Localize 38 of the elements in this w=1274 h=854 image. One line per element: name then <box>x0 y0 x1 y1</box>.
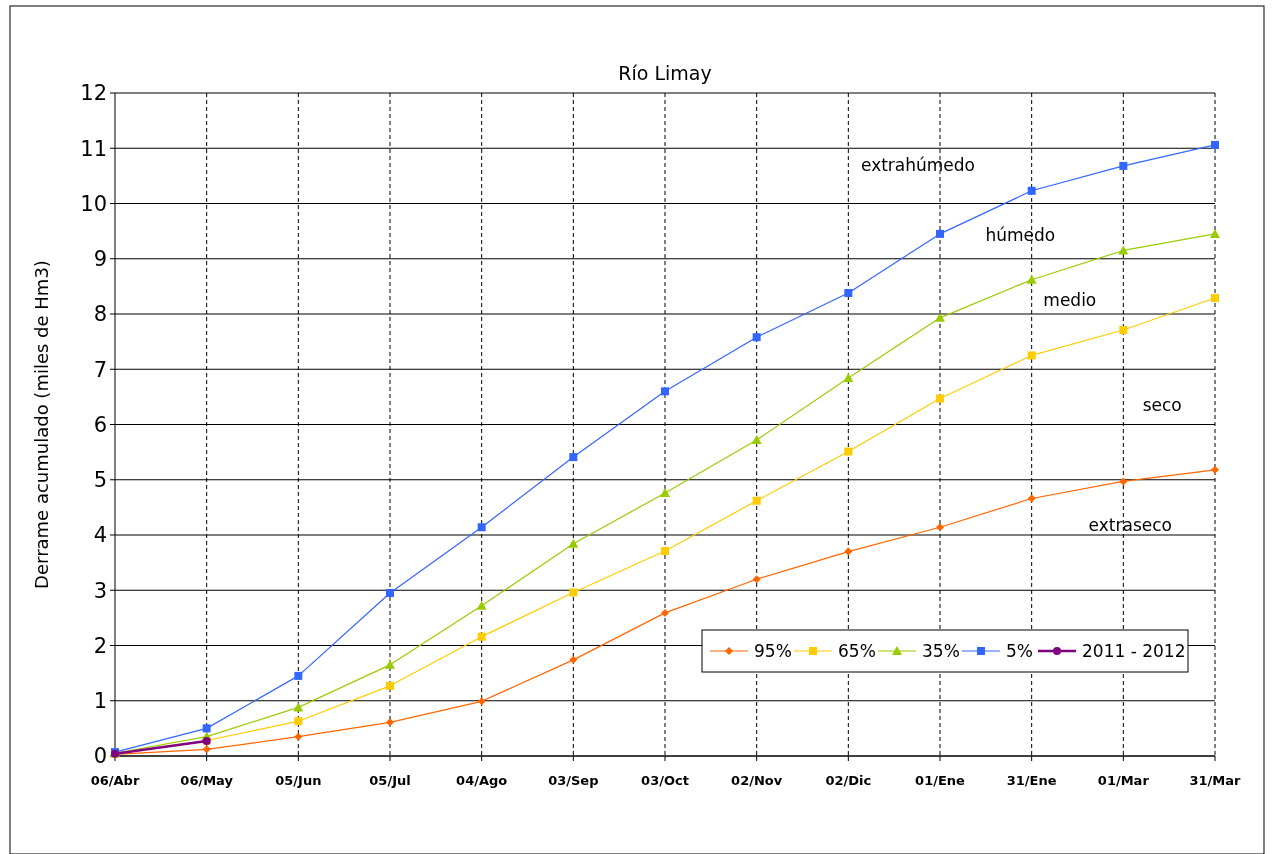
chart-title: Río Limay <box>618 62 712 84</box>
y-tick-label: 2 <box>93 633 107 658</box>
y-tick-label: 11 <box>80 136 107 161</box>
x-tick-label: 02/Dic <box>825 773 872 788</box>
x-tick-label: 31/Ene <box>1006 773 1057 788</box>
y-tick-label: 5 <box>93 468 107 493</box>
annotation: seco <box>1142 395 1182 416</box>
y-tick-label: 7 <box>93 357 107 382</box>
legend-label: 2011 - 2012 <box>1082 640 1186 661</box>
annotation: extrahúmedo <box>860 155 976 176</box>
annotation: húmedo <box>985 224 1056 245</box>
y-tick-label: 8 <box>93 302 107 327</box>
y-tick-label: 3 <box>93 578 107 603</box>
x-tick-label: 03/Oct <box>641 773 689 788</box>
legend-label: 65% <box>838 640 876 661</box>
y-tick-label: 1 <box>93 689 107 714</box>
y-tick-label: 6 <box>93 412 107 437</box>
x-tick-label: 31/Mar <box>1189 773 1242 788</box>
x-tick-label: 05/Jul <box>369 773 411 788</box>
x-tick-label: 01/Mar <box>1097 773 1150 788</box>
x-tick-label: 02/Nov <box>731 773 783 788</box>
x-tick-label: 04/Ago <box>456 773 508 788</box>
x-tick-label: 01/Ene <box>915 773 966 788</box>
y-tick-label: 0 <box>93 744 107 769</box>
legend-label: 5% <box>1006 640 1033 661</box>
x-tick-label: 06/Abr <box>90 773 140 788</box>
y-tick-label: 10 <box>80 191 107 216</box>
annotation: medio <box>1043 289 1097 310</box>
x-tick-label: 03/Sep <box>548 773 599 788</box>
y-tick-label: 4 <box>93 523 107 548</box>
y-tick-label: 12 <box>80 81 107 106</box>
x-tick-label: 05/Jun <box>275 773 322 788</box>
x-tick-label: 06/May <box>180 773 234 788</box>
y-tick-label: 9 <box>93 247 107 272</box>
y-axis-title: Derrame acumulado (miles de Hm3) <box>31 260 52 589</box>
legend-label: 95% <box>754 640 792 661</box>
annotation: extraseco <box>1088 515 1172 536</box>
legend-label: 35% <box>922 640 960 661</box>
